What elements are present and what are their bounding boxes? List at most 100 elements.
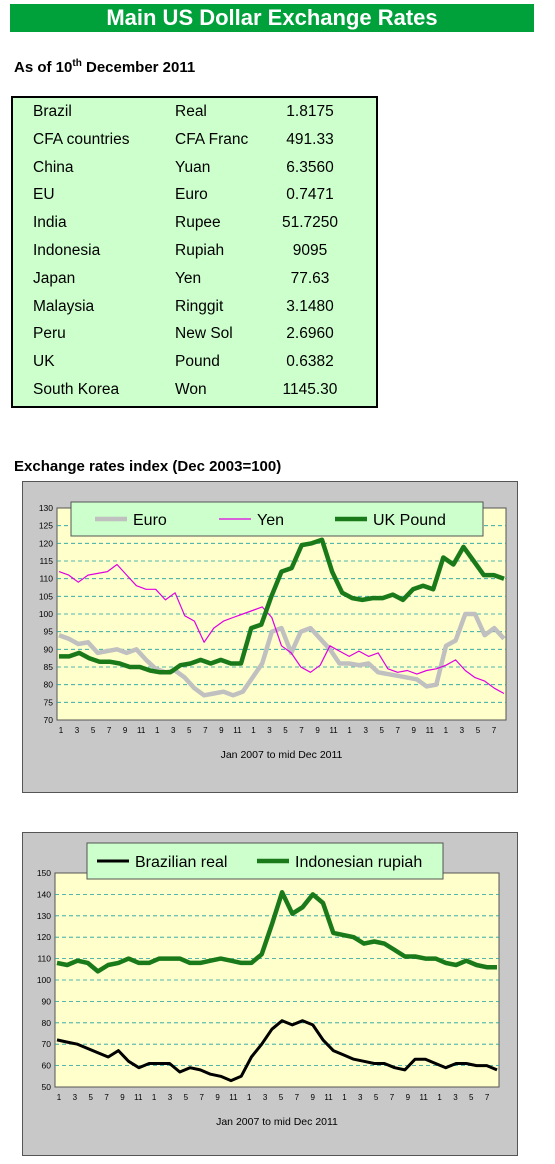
y-tick-label: 110 [39, 574, 53, 584]
series-line [59, 537, 505, 675]
x-tick-label: 3 [168, 1093, 173, 1102]
x-tick-label: 3 [460, 726, 465, 735]
rate-currency: Yen [175, 269, 202, 287]
index-section-title: Exchange rates index (Dec 2003=100) [14, 458, 282, 475]
x-tick-label: 7 [492, 726, 497, 735]
rate-value: 3.1480 [286, 297, 334, 315]
rate-row: South Korea Won 1145.30 [13, 376, 376, 404]
y-tick-label: 95 [44, 627, 54, 637]
x-tick-label: 9 [123, 726, 128, 735]
x-tick-label: 5 [476, 726, 481, 735]
x-tick-label: 11 [426, 726, 435, 735]
as-of-prefix: As of 10 [14, 59, 73, 76]
legend-label: UK Pound [373, 512, 446, 529]
x-tick-label: 1 [59, 726, 64, 735]
rate-row: Indonesia Rupiah 9095 [13, 237, 376, 265]
x-tick-label: 11 [324, 1093, 333, 1102]
y-tick-label: 130 [37, 911, 51, 921]
rate-currency: Won [175, 381, 207, 398]
rate-row: CFA countries CFA Franc 491.33 [13, 126, 376, 154]
as-of-ordinal: th [72, 58, 82, 69]
x-axis-label: Jan 2007 to mid Dec 2011 [216, 1116, 338, 1128]
rate-value: 2.6960 [286, 325, 334, 343]
x-tick-label: 9 [219, 726, 224, 735]
x-tick-label: 5 [374, 1093, 379, 1102]
rate-row: Brazil Real 1.8175 [13, 98, 376, 126]
rate-row: UK Pound 0.6382 [13, 348, 376, 376]
y-tick-label: 100 [37, 975, 51, 985]
rate-country: Japan [33, 269, 76, 287]
x-tick-label: 11 [137, 726, 146, 735]
rate-country: Peru [33, 325, 66, 343]
x-tick-label: 3 [358, 1093, 363, 1102]
x-tick-label: 11 [233, 726, 242, 735]
series-line [58, 563, 505, 695]
x-tick-label: 5 [187, 726, 192, 735]
rate-currency: Yuan [175, 158, 211, 176]
x-tick-label: 7 [295, 1093, 300, 1102]
series-line [56, 890, 497, 974]
y-tick-label: 110 [37, 954, 51, 964]
rate-row: India Rupee 51.7250 [13, 209, 376, 237]
x-tick-label: 3 [363, 726, 368, 735]
x-tick-label: 3 [453, 1093, 458, 1102]
y-tick-label: 150 [37, 868, 51, 878]
rate-value: 0.6382 [286, 353, 334, 371]
x-tick-label: 5 [283, 726, 288, 735]
y-tick-label: 75 [44, 697, 54, 707]
rate-currency: Pound [175, 353, 220, 371]
x-tick-label: 5 [279, 1093, 284, 1102]
x-tick-label: 7 [203, 726, 208, 735]
x-tick-label: 9 [315, 726, 320, 735]
x-tick-label: 11 [329, 726, 338, 735]
x-tick-label: 7 [485, 1093, 490, 1102]
y-tick-label: 125 [39, 521, 53, 531]
x-tick-label: 3 [73, 1093, 78, 1102]
x-tick-label: 7 [107, 726, 112, 735]
rate-row: Malaysia Ringgit 3.1480 [13, 293, 376, 321]
legend-label: Yen [257, 512, 284, 529]
x-tick-label: 1 [347, 726, 352, 735]
x-tick-label: 1 [437, 1093, 442, 1102]
y-tick-label: 115 [39, 556, 53, 566]
x-tick-label: 1 [57, 1093, 62, 1102]
page-title: Main US Dollar Exchange Rates [10, 4, 534, 32]
y-tick-label: 70 [42, 1039, 52, 1049]
x-tick-label: 1 [247, 1093, 252, 1102]
x-tick-label: 9 [310, 1093, 315, 1102]
legend-box [70, 501, 484, 537]
x-tick-label: 9 [406, 1093, 411, 1102]
x-tick-label: 1 [444, 726, 449, 735]
exchange-index-chart: 70 75 80 85 90 95 100 105 110 115 120 125 130 1 3 5 7 9 11… [22, 481, 518, 793]
x-tick-label: 9 [120, 1093, 125, 1102]
exchange-rate-table: Brazil Real 1.8175 CFA countries CFA Franc 49… [11, 96, 378, 408]
rate-country: South Korea [33, 381, 120, 398]
x-tick-label: 7 [104, 1093, 109, 1102]
rate-value: 51.7250 [281, 214, 339, 232]
series-line [56, 1019, 498, 1083]
y-tick-label: 50 [42, 1082, 52, 1092]
x-tick-label: 9 [215, 1093, 220, 1102]
y-tick-label: 130 [39, 503, 53, 513]
y-tick-label: 80 [44, 680, 54, 690]
x-tick-label: 3 [171, 726, 176, 735]
x-tick-label: 5 [469, 1093, 474, 1102]
rate-currency: Ringgit [175, 297, 224, 315]
rate-country: Indonesia [33, 242, 101, 259]
series-line [58, 611, 506, 698]
x-tick-label: 5 [379, 726, 384, 735]
x-tick-label: 7 [390, 1093, 395, 1102]
rate-value: 0.7471 [286, 186, 334, 204]
rate-row: EU Euro 0.7471 [13, 181, 376, 209]
rate-row: Japan Yen 77.63 [13, 265, 376, 293]
rate-value: 77.63 [290, 269, 330, 287]
x-tick-label: 5 [184, 1093, 189, 1102]
rate-currency: CFA Franc [175, 130, 249, 148]
rate-currency: Rupee [175, 214, 221, 232]
y-tick-label: 90 [44, 644, 54, 654]
rate-currency: Euro [175, 186, 208, 204]
rate-country: UK [33, 353, 55, 371]
legend-label: Indonesian rupiah [295, 854, 422, 871]
x-tick-label: 5 [88, 1093, 93, 1102]
